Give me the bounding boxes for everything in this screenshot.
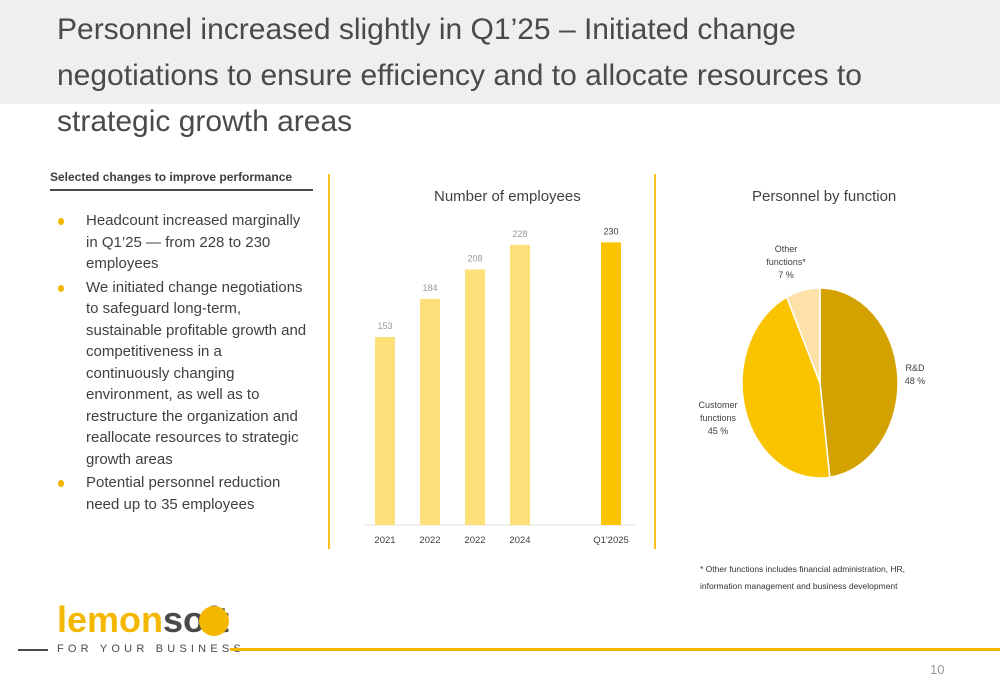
bar-value-label: 153 xyxy=(377,321,392,331)
footnote: * Other functions includes financial adm… xyxy=(700,564,906,591)
pie-chart-title: Personnel by function xyxy=(752,188,897,205)
bullet-text: Headcount increased marginally in Q1’25 … xyxy=(86,212,301,272)
logo-tagline: FOR YOUR BUSINESS xyxy=(57,643,245,655)
bullet-icon xyxy=(58,284,64,292)
pie-slice xyxy=(785,287,821,384)
bullet-text: We initiated change negotiations to safe… xyxy=(86,278,307,468)
slice-label: Customer functions 45 % xyxy=(698,400,737,436)
x-tick-label: 2024 xyxy=(509,535,530,546)
bullet-icon xyxy=(58,218,64,225)
x-tick-label: Q1'2025 xyxy=(593,535,629,546)
pie-chart: R&D 48 % Customer functions 45 % Other functio… xyxy=(698,244,926,479)
slice-label: R&D 48 % xyxy=(905,363,926,386)
bullet-item: We initiated change negotiations to safe… xyxy=(58,277,308,471)
bar xyxy=(465,269,485,525)
bar-value-label: 230 xyxy=(603,226,618,236)
x-tick-label: 2022 xyxy=(464,535,485,546)
bar-chart-title: Number of employees xyxy=(434,188,581,205)
x-tick-label: 2022 xyxy=(419,535,440,546)
slice-label: Other functions* 7 % xyxy=(766,244,806,280)
pie-slice xyxy=(819,287,899,479)
bar xyxy=(375,337,395,525)
bullet-list: Headcount increased marginally in Q1’25 … xyxy=(58,210,308,517)
footer-line-left xyxy=(18,649,48,651)
divider-right xyxy=(654,174,656,549)
x-tick-label: 2021 xyxy=(374,535,395,546)
bullet-text: Potential personnel reduction need up to… xyxy=(86,474,281,513)
section-heading: Selected changes to improve performance xyxy=(50,170,293,184)
pie-slice xyxy=(741,295,831,479)
title-band xyxy=(0,0,1000,104)
bar xyxy=(601,242,621,525)
bar xyxy=(510,244,530,525)
page-title: Personnel increased slightly in Q1’25 – … xyxy=(57,13,862,138)
bullet-item: Potential personnel reduction need up to… xyxy=(58,472,308,515)
bullet-icon xyxy=(58,480,64,487)
bar-value-label: 208 xyxy=(467,253,482,263)
logo-word-lemon: lemon xyxy=(57,599,164,640)
divider-left xyxy=(328,174,330,549)
bar-chart: 153 2021 184 2022 208 2022 228 2024 230 Q1'2025 xyxy=(365,226,635,546)
bullet-item: Headcount increased marginally in Q1’25 … xyxy=(58,210,308,275)
bar-value-label: 184 xyxy=(422,283,437,293)
logo-dot-icon xyxy=(199,606,229,636)
bar-value-label: 228 xyxy=(512,229,527,239)
bar xyxy=(420,298,440,525)
page-number: 10 xyxy=(930,662,945,677)
section-divider xyxy=(50,189,313,191)
footer-line xyxy=(230,648,1000,651)
